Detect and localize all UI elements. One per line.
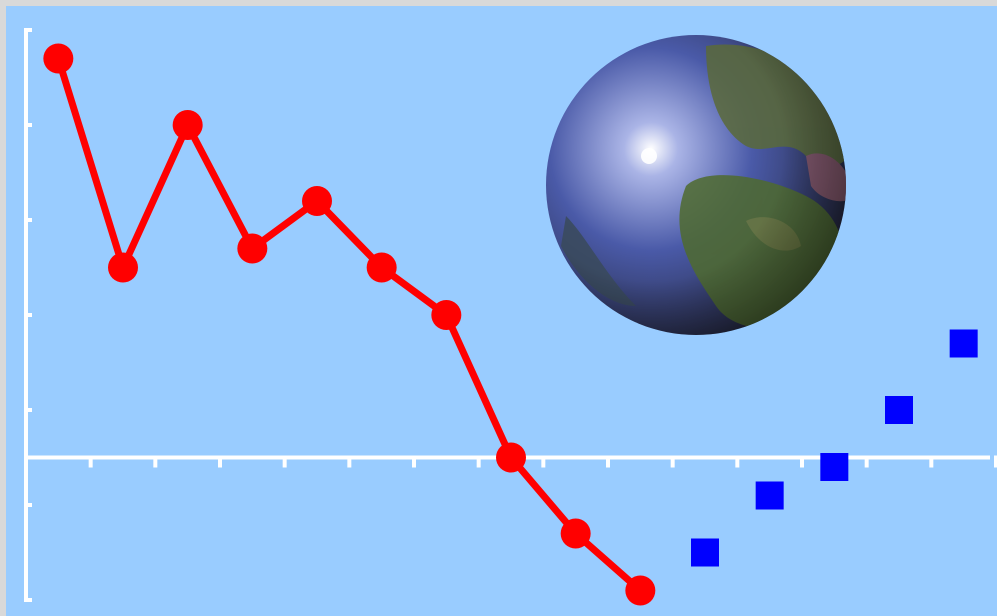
- square-point: [885, 396, 913, 424]
- line-point: [496, 442, 526, 473]
- series-layer: [43, 43, 978, 606]
- line-point: [108, 252, 138, 283]
- chart-area: [6, 6, 997, 616]
- y-axis: [24, 28, 32, 602]
- line-point: [43, 43, 74, 74]
- line-point: [625, 575, 656, 606]
- line-point: [431, 300, 462, 330]
- line-point: [237, 233, 268, 264]
- series-line: [54, 57, 643, 594]
- square-point: [691, 538, 719, 567]
- earth-globe-icon: [546, 35, 846, 335]
- line-chart: [24, 28, 997, 606]
- line-point: [366, 252, 397, 283]
- line-point: [302, 186, 332, 216]
- square-point: [949, 329, 978, 358]
- line-point: [560, 518, 591, 549]
- square-point: [820, 453, 849, 481]
- square-point: [755, 481, 784, 510]
- line-point: [172, 110, 203, 140]
